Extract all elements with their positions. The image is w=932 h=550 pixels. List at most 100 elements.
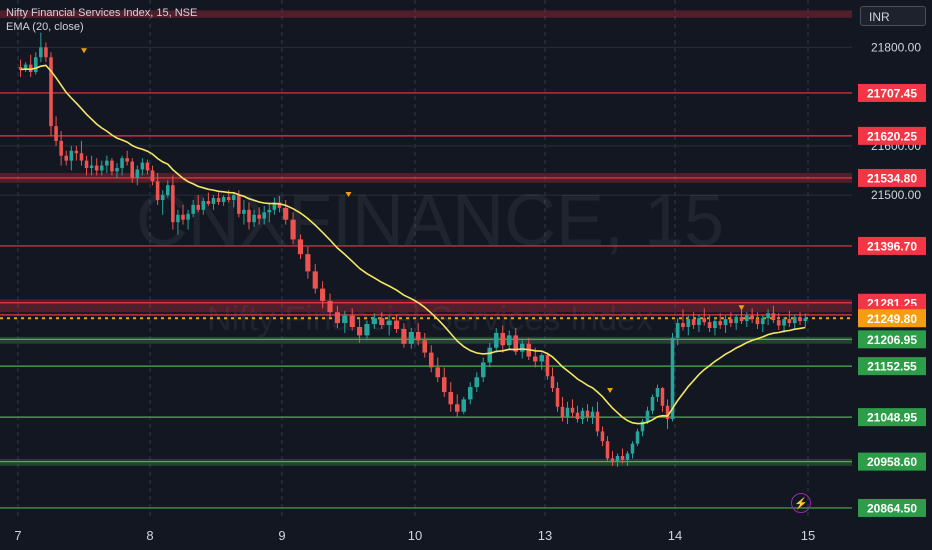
candle-body bbox=[428, 352, 434, 368]
candle-body bbox=[713, 321, 717, 328]
candle-body bbox=[191, 204, 195, 214]
price-label-20958.60[interactable]: 20958.60 bbox=[867, 455, 917, 469]
candle-body bbox=[655, 388, 660, 397]
candle-body bbox=[135, 169, 140, 178]
price-label-bg-21707.45 bbox=[858, 83, 926, 102]
price-label-20864.50[interactable]: 20864.50 bbox=[867, 501, 917, 515]
signal-marker-3 bbox=[738, 305, 745, 311]
candle-body bbox=[393, 320, 400, 329]
candle-body bbox=[186, 213, 190, 220]
candle-body bbox=[635, 431, 640, 444]
candle-body bbox=[580, 410, 585, 420]
price-label-bg-21620.25 bbox=[858, 126, 926, 145]
candle-body bbox=[196, 204, 201, 210]
candle-body bbox=[474, 377, 480, 388]
candle-body bbox=[54, 126, 58, 141]
candle-body bbox=[480, 362, 486, 378]
candle-body bbox=[539, 355, 545, 362]
candle-body bbox=[69, 150, 74, 161]
candle-body bbox=[297, 239, 304, 255]
time-tick-label-14: 14 bbox=[668, 528, 682, 543]
price-label-bg-20864.50 bbox=[858, 498, 926, 517]
candle-body bbox=[681, 323, 685, 328]
candle-body bbox=[160, 195, 165, 200]
candle-body bbox=[590, 411, 595, 417]
candle-body bbox=[386, 320, 392, 326]
candle-body bbox=[401, 328, 407, 344]
candle-body bbox=[744, 315, 749, 322]
legend: Nifty Financial Services Index, 15, NSE … bbox=[6, 6, 197, 34]
candle-body bbox=[519, 343, 525, 352]
candle-body bbox=[739, 317, 744, 322]
candle-body bbox=[115, 168, 119, 172]
price-label-21396.70[interactable]: 21396.70 bbox=[867, 239, 917, 253]
candle-body bbox=[262, 212, 267, 219]
candle-body bbox=[237, 195, 241, 214]
price-label-21249.80[interactable]: 21249.80 bbox=[867, 312, 917, 326]
candle-body bbox=[625, 453, 630, 460]
candle-body bbox=[506, 335, 512, 346]
candle-body bbox=[487, 347, 493, 363]
candle-body bbox=[84, 160, 89, 168]
candle-body bbox=[610, 458, 615, 461]
candle-body bbox=[334, 312, 341, 324]
signal-marker-1 bbox=[345, 192, 352, 198]
candle-body bbox=[493, 332, 499, 348]
price-label-21206.95[interactable]: 21206.95 bbox=[867, 333, 917, 347]
candle-body bbox=[575, 412, 580, 420]
candle-body bbox=[787, 319, 792, 324]
candle-body bbox=[595, 411, 600, 432]
candle-body bbox=[176, 214, 180, 223]
candles bbox=[18, 32, 808, 467]
candle-body bbox=[327, 300, 333, 313]
price-label-21707.45[interactable]: 21707.45 bbox=[867, 86, 917, 100]
candle-body bbox=[99, 165, 104, 171]
candle-body bbox=[171, 185, 175, 223]
candle-body bbox=[691, 319, 696, 326]
price-label-21534.80[interactable]: 21534.80 bbox=[867, 171, 917, 185]
candle-body bbox=[216, 198, 221, 202]
candle-body bbox=[408, 331, 414, 344]
candle-body bbox=[277, 202, 282, 208]
time-tick-label-10: 10 bbox=[408, 528, 422, 543]
candle-body bbox=[28, 64, 33, 72]
candle-body bbox=[760, 318, 765, 325]
candle-body bbox=[49, 57, 53, 127]
price-label-bg-21534.80 bbox=[858, 168, 926, 187]
price-label-21152.55[interactable]: 21152.55 bbox=[867, 360, 917, 374]
currency-button[interactable]: INR bbox=[860, 6, 926, 26]
candle-body bbox=[675, 323, 680, 338]
candle-body bbox=[545, 355, 550, 377]
candle-body bbox=[74, 150, 79, 154]
time-tick-label-8: 8 bbox=[146, 528, 153, 543]
candle-body bbox=[89, 165, 94, 168]
candle-body bbox=[349, 315, 355, 328]
candle-body bbox=[570, 407, 575, 413]
signal-marker-2 bbox=[607, 388, 613, 393]
candle-body bbox=[371, 318, 377, 325]
candle-body bbox=[257, 214, 261, 219]
symbol-title[interactable]: Nifty Financial Services Index, 15, NSE bbox=[6, 7, 198, 19]
candle-body bbox=[565, 407, 570, 417]
ema-polyline bbox=[20, 64, 806, 425]
time-tick-label-9: 9 bbox=[278, 528, 285, 543]
time-axis[interactable]: 7 8 9 10 13 14 15 bbox=[14, 528, 815, 543]
price-label-21620.25[interactable]: 21620.25 bbox=[867, 129, 917, 143]
price-label-bg-21396.70 bbox=[858, 236, 926, 255]
candle-body bbox=[39, 47, 43, 58]
indicator-label[interactable]: EMA (20, close) bbox=[6, 21, 84, 33]
candle-body bbox=[513, 335, 519, 352]
price-axis[interactable]: 21800.0021600.0021500.0021707.4521620.25… bbox=[858, 40, 926, 517]
candle-body bbox=[750, 315, 755, 320]
candle-body bbox=[145, 162, 150, 171]
candle-body bbox=[755, 319, 760, 325]
candle-body bbox=[448, 392, 454, 405]
price-tick-label: 21800.00 bbox=[871, 40, 921, 54]
candle-body bbox=[620, 456, 625, 460]
price-label-21048.95[interactable]: 21048.95 bbox=[867, 411, 917, 425]
candle-body bbox=[600, 431, 605, 442]
price-tick-label: 21500.00 bbox=[871, 188, 921, 202]
lightning-icon[interactable]: ⚡ bbox=[791, 493, 811, 513]
